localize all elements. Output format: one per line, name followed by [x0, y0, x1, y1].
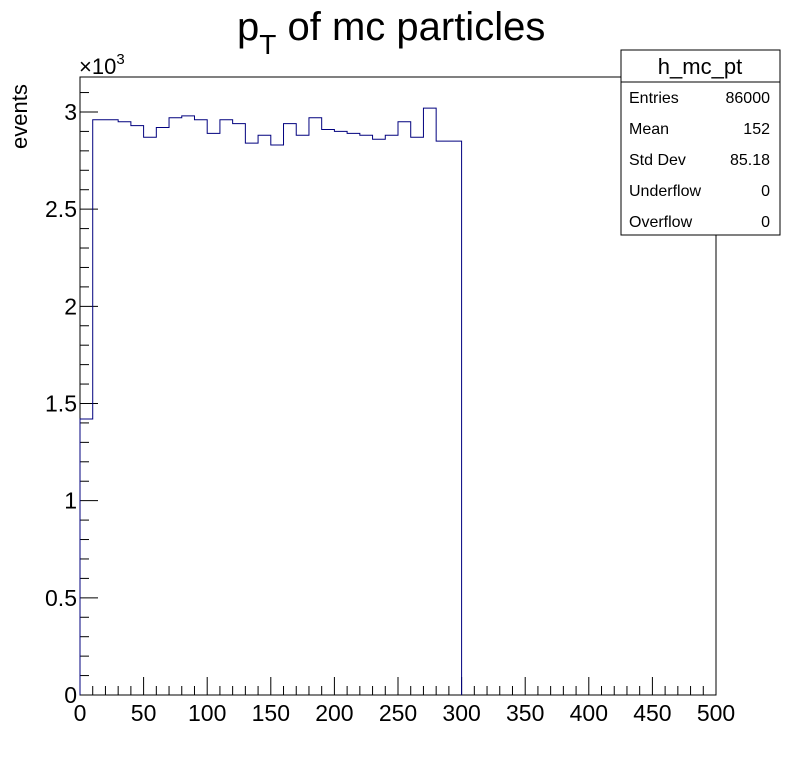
histogram-bin [309, 118, 322, 695]
axis-ticks [79, 92, 717, 696]
histogram-bin [169, 118, 182, 695]
x-tick-label: 250 [379, 700, 417, 726]
y-multiplier-exponent: 3 [116, 51, 124, 68]
stats-box-title: h_mc_pt [658, 54, 742, 79]
histogram-bin [233, 124, 246, 695]
histogram-bin [436, 141, 449, 695]
title-subscript: T [259, 29, 276, 60]
histogram-bin [258, 135, 271, 695]
histogram-bin [373, 139, 386, 695]
x-tick-label: 400 [570, 700, 608, 726]
histogram-bin [360, 135, 373, 695]
y-tick-label: 0 [64, 682, 77, 708]
x-tick-label: 200 [315, 700, 353, 726]
histogram-bin [118, 122, 131, 695]
histogram-bin [284, 124, 297, 695]
title-base: p [237, 5, 259, 49]
histogram-bin [423, 108, 436, 695]
histogram-bin [207, 133, 220, 695]
histogram-bin [398, 122, 411, 695]
stats-box: h_mc_pt Entries 86000 Mean 152 Std Dev 85.18 U… [620, 49, 781, 236]
y-axis-label: events [7, 84, 32, 149]
stats-label: Entries [629, 90, 679, 107]
histogram-bin [449, 141, 462, 695]
histogram-bin [182, 116, 195, 695]
histogram-bin [105, 120, 118, 695]
stats-label: Mean [629, 121, 669, 138]
stats-value: 85.18 [730, 152, 770, 169]
stats-label: Overflow [629, 214, 693, 231]
x-tick-label: 500 [697, 700, 735, 726]
histogram-bin [385, 135, 398, 695]
y-tick-label: 0.5 [45, 585, 77, 611]
y-tick-label: 1 [64, 488, 77, 514]
histogram-bin [296, 135, 309, 695]
stats-value: 0 [761, 214, 770, 231]
x-tick-label: 300 [442, 700, 480, 726]
stats-value: 152 [743, 121, 770, 138]
x-tick-label: 150 [252, 700, 290, 726]
x-tick-label: 0 [74, 700, 87, 726]
histogram-outline [79, 107, 463, 695]
y-tick-label: 1.5 [45, 390, 77, 416]
y-multiplier-base: ×10 [79, 54, 116, 79]
histogram-bin [144, 137, 157, 695]
tick-labels: 0 50 100 150 200 250 300 350 400 450 500 0 0.5 1 1.5 2 2… [45, 99, 735, 726]
histogram-bin [245, 143, 258, 695]
y-tick-label: 2 [64, 293, 77, 319]
x-tick-label: 350 [506, 700, 544, 726]
histogram-bin [334, 131, 347, 695]
histogram-bin [271, 145, 284, 695]
x-tick-label: 100 [188, 700, 226, 726]
stats-label: Std Dev [629, 152, 686, 169]
title-rest: of mc particles [276, 5, 545, 49]
histogram-bin [156, 128, 169, 695]
stats-label: Underflow [629, 183, 701, 200]
stats-rows: Entries 86000 Mean 152 Std Dev 85.18 Underflow… [629, 90, 770, 231]
stats-value: 86000 [726, 90, 771, 107]
stats-box-frame [620, 49, 781, 236]
histogram-bin [131, 126, 144, 695]
histogram-bins [79, 107, 463, 695]
y-tick-label: 2.5 [45, 196, 77, 222]
x-tick-label: 50 [131, 700, 157, 726]
histogram-bin [347, 133, 360, 695]
histogram-bin [80, 419, 93, 695]
y-multiplier: ×103 [79, 51, 125, 79]
histogram-bin [322, 129, 335, 695]
histogram-bin [194, 120, 207, 695]
stats-value: 0 [761, 183, 770, 200]
y-tick-label: 3 [64, 99, 77, 125]
histogram-bin [411, 137, 424, 695]
x-tick-label: 450 [633, 700, 671, 726]
histogram-bin [220, 120, 233, 695]
chart-title: pT of mc particles [237, 5, 545, 60]
histogram-bin [93, 120, 106, 695]
